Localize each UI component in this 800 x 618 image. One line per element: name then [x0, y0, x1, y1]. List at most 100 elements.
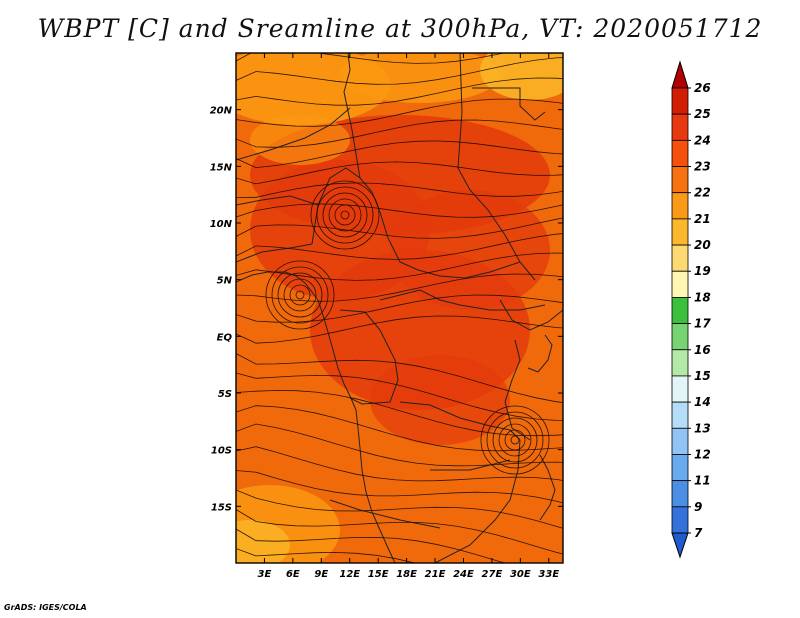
lon-label: 30E	[510, 569, 531, 580]
colorbar-label: 7	[694, 526, 703, 540]
lon-label: 18E	[396, 569, 417, 580]
colorbar-box	[671, 244, 689, 272]
streamline	[236, 405, 563, 452]
colorbar-box	[671, 506, 689, 534]
colorbar-label: 14	[694, 395, 711, 409]
colorbar-box	[671, 454, 689, 482]
colorbar-label: 18	[694, 290, 711, 304]
vortex-line	[289, 284, 311, 306]
lat-label: 5S	[218, 389, 232, 400]
streamline	[236, 470, 563, 504]
lon-label: 15E	[368, 569, 389, 580]
streamline	[236, 528, 506, 563]
lon-label: 6E	[286, 569, 300, 580]
lon-label: 3E	[258, 569, 272, 580]
streamline	[236, 217, 563, 239]
field-patch	[236, 520, 290, 563]
colorbar-label: 9	[694, 500, 702, 514]
colorbar-label: 13	[694, 421, 711, 435]
colorbar-label: 21	[694, 212, 711, 226]
vortex-line	[510, 435, 520, 445]
colorbar-label: 26	[694, 81, 711, 95]
vortex-line	[492, 417, 538, 463]
colorbar-box	[671, 270, 689, 298]
streamline	[236, 77, 563, 106]
vortex-line	[498, 423, 532, 457]
lon-label: 12E	[339, 569, 360, 580]
streamline	[236, 53, 506, 64]
colorbar-label: 19	[694, 264, 711, 278]
vortex-line	[322, 192, 368, 238]
streamline	[236, 446, 563, 482]
lat-label: EQ	[217, 332, 233, 343]
vortex-line	[310, 180, 380, 250]
vortex-line	[504, 429, 526, 451]
vortex-line	[271, 266, 329, 324]
lon-label: 9E	[314, 569, 328, 580]
streamline	[236, 252, 563, 281]
colorbar-top-arrow	[671, 60, 689, 89]
vortex-line	[295, 290, 305, 300]
colorbar-box	[671, 166, 689, 194]
colorbar-label: 23	[694, 160, 711, 174]
vortex-line	[480, 405, 550, 475]
colorbar: 26 25 24 23 22 21 20 19 18 17 16 15 14 13 12 11 9 7	[671, 60, 711, 559]
colorbar-box	[671, 375, 689, 403]
colorbar-label: 15	[694, 369, 711, 383]
vortex-line	[265, 260, 335, 330]
colorbar-label: 22	[694, 186, 711, 200]
streamline	[236, 509, 563, 555]
streamline	[236, 273, 563, 302]
streamline	[236, 98, 563, 127]
streamline	[236, 489, 563, 529]
country-borders	[236, 53, 563, 563]
colorbar-box	[671, 139, 689, 167]
streamline	[236, 119, 563, 148]
colorbar-label: 20	[694, 238, 711, 252]
lon-label: 27E	[482, 569, 503, 580]
vortex-line	[316, 186, 374, 244]
colorbar-box	[671, 323, 689, 351]
lat-label: 10N	[210, 219, 233, 230]
colorbar-box	[671, 401, 689, 429]
grads-credit: GrADS: IGES/COLA	[4, 603, 87, 612]
lat-label: 15S	[211, 502, 232, 513]
longitude-axis: 3E 6E 9E 12E 15E 18E 21E 24E 27E 30E 33E	[258, 53, 559, 580]
lon-label: 33E	[538, 569, 559, 580]
streamline	[236, 353, 563, 403]
lon-label: 21E	[425, 569, 446, 580]
chart-title: WBPT [C] and Sreamline at 300hPa, VT: 20…	[37, 14, 763, 43]
lat-label: 10S	[211, 446, 232, 457]
colorbar-box	[671, 192, 689, 220]
streamline	[236, 423, 563, 467]
streamline	[236, 182, 563, 198]
colorbar-box	[671, 349, 689, 377]
lon-label: 24E	[453, 569, 474, 580]
colorbar-box	[671, 427, 689, 455]
streamline	[236, 548, 417, 563]
colorbar-label: 11	[694, 474, 711, 488]
colorbar-label: 12	[694, 447, 711, 461]
vortex-line	[277, 272, 323, 318]
streamline	[236, 372, 563, 421]
vortex-line	[486, 411, 544, 469]
lat-label: 15N	[210, 162, 233, 173]
lat-label: 20N	[210, 106, 233, 117]
streamlines	[236, 53, 563, 563]
colorbar-label: 24	[694, 133, 711, 147]
vortex-line	[340, 210, 350, 220]
map-frame	[235, 52, 564, 564]
field-patch	[340, 53, 500, 103]
map-panel	[236, 53, 563, 563]
latitude-axis: 20N 15N 10N 5N EQ 5S 10S 15S	[210, 106, 563, 513]
streamline	[236, 233, 563, 260]
streamline	[236, 315, 563, 344]
streamline	[236, 57, 563, 85]
vortex-line	[334, 204, 356, 226]
colorbar-label: 17	[694, 317, 711, 331]
colorbar-bottom-arrow	[671, 532, 689, 559]
colorbar-label: 25	[694, 107, 711, 121]
colorbar-box	[671, 297, 689, 324]
streamline	[236, 161, 563, 185]
